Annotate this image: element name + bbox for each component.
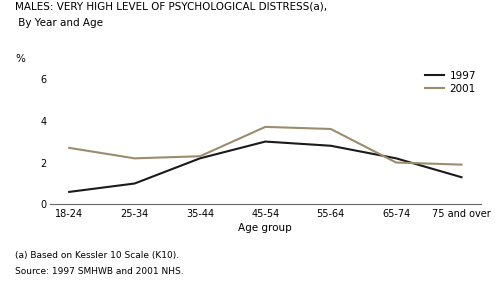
2001 — [458, 163, 464, 166]
1997 — [393, 157, 399, 160]
2001 — [197, 154, 203, 158]
1997 — [458, 176, 464, 179]
Text: %: % — [15, 54, 25, 64]
1997 — [262, 140, 268, 143]
1997 — [328, 144, 334, 147]
Text: MALES: VERY HIGH LEVEL OF PSYCHOLOGICAL DISTRESS(a),: MALES: VERY HIGH LEVEL OF PSYCHOLOGICAL … — [15, 1, 327, 11]
Text: Source: 1997 SMHWB and 2001 NHS.: Source: 1997 SMHWB and 2001 NHS. — [15, 267, 184, 276]
Line: 2001: 2001 — [69, 127, 461, 165]
1997 — [66, 190, 72, 194]
2001 — [131, 157, 137, 160]
Legend: 1997, 2001: 1997, 2001 — [426, 71, 476, 94]
2001 — [328, 127, 334, 131]
2001 — [66, 146, 72, 150]
Text: (a) Based on Kessler 10 Scale (K10).: (a) Based on Kessler 10 Scale (K10). — [15, 251, 179, 260]
1997 — [131, 182, 137, 185]
Text: By Year and Age: By Year and Age — [15, 18, 103, 28]
Line: 1997: 1997 — [69, 141, 461, 192]
2001 — [393, 161, 399, 164]
1997 — [197, 157, 203, 160]
X-axis label: Age group: Age group — [239, 223, 292, 233]
2001 — [262, 125, 268, 129]
